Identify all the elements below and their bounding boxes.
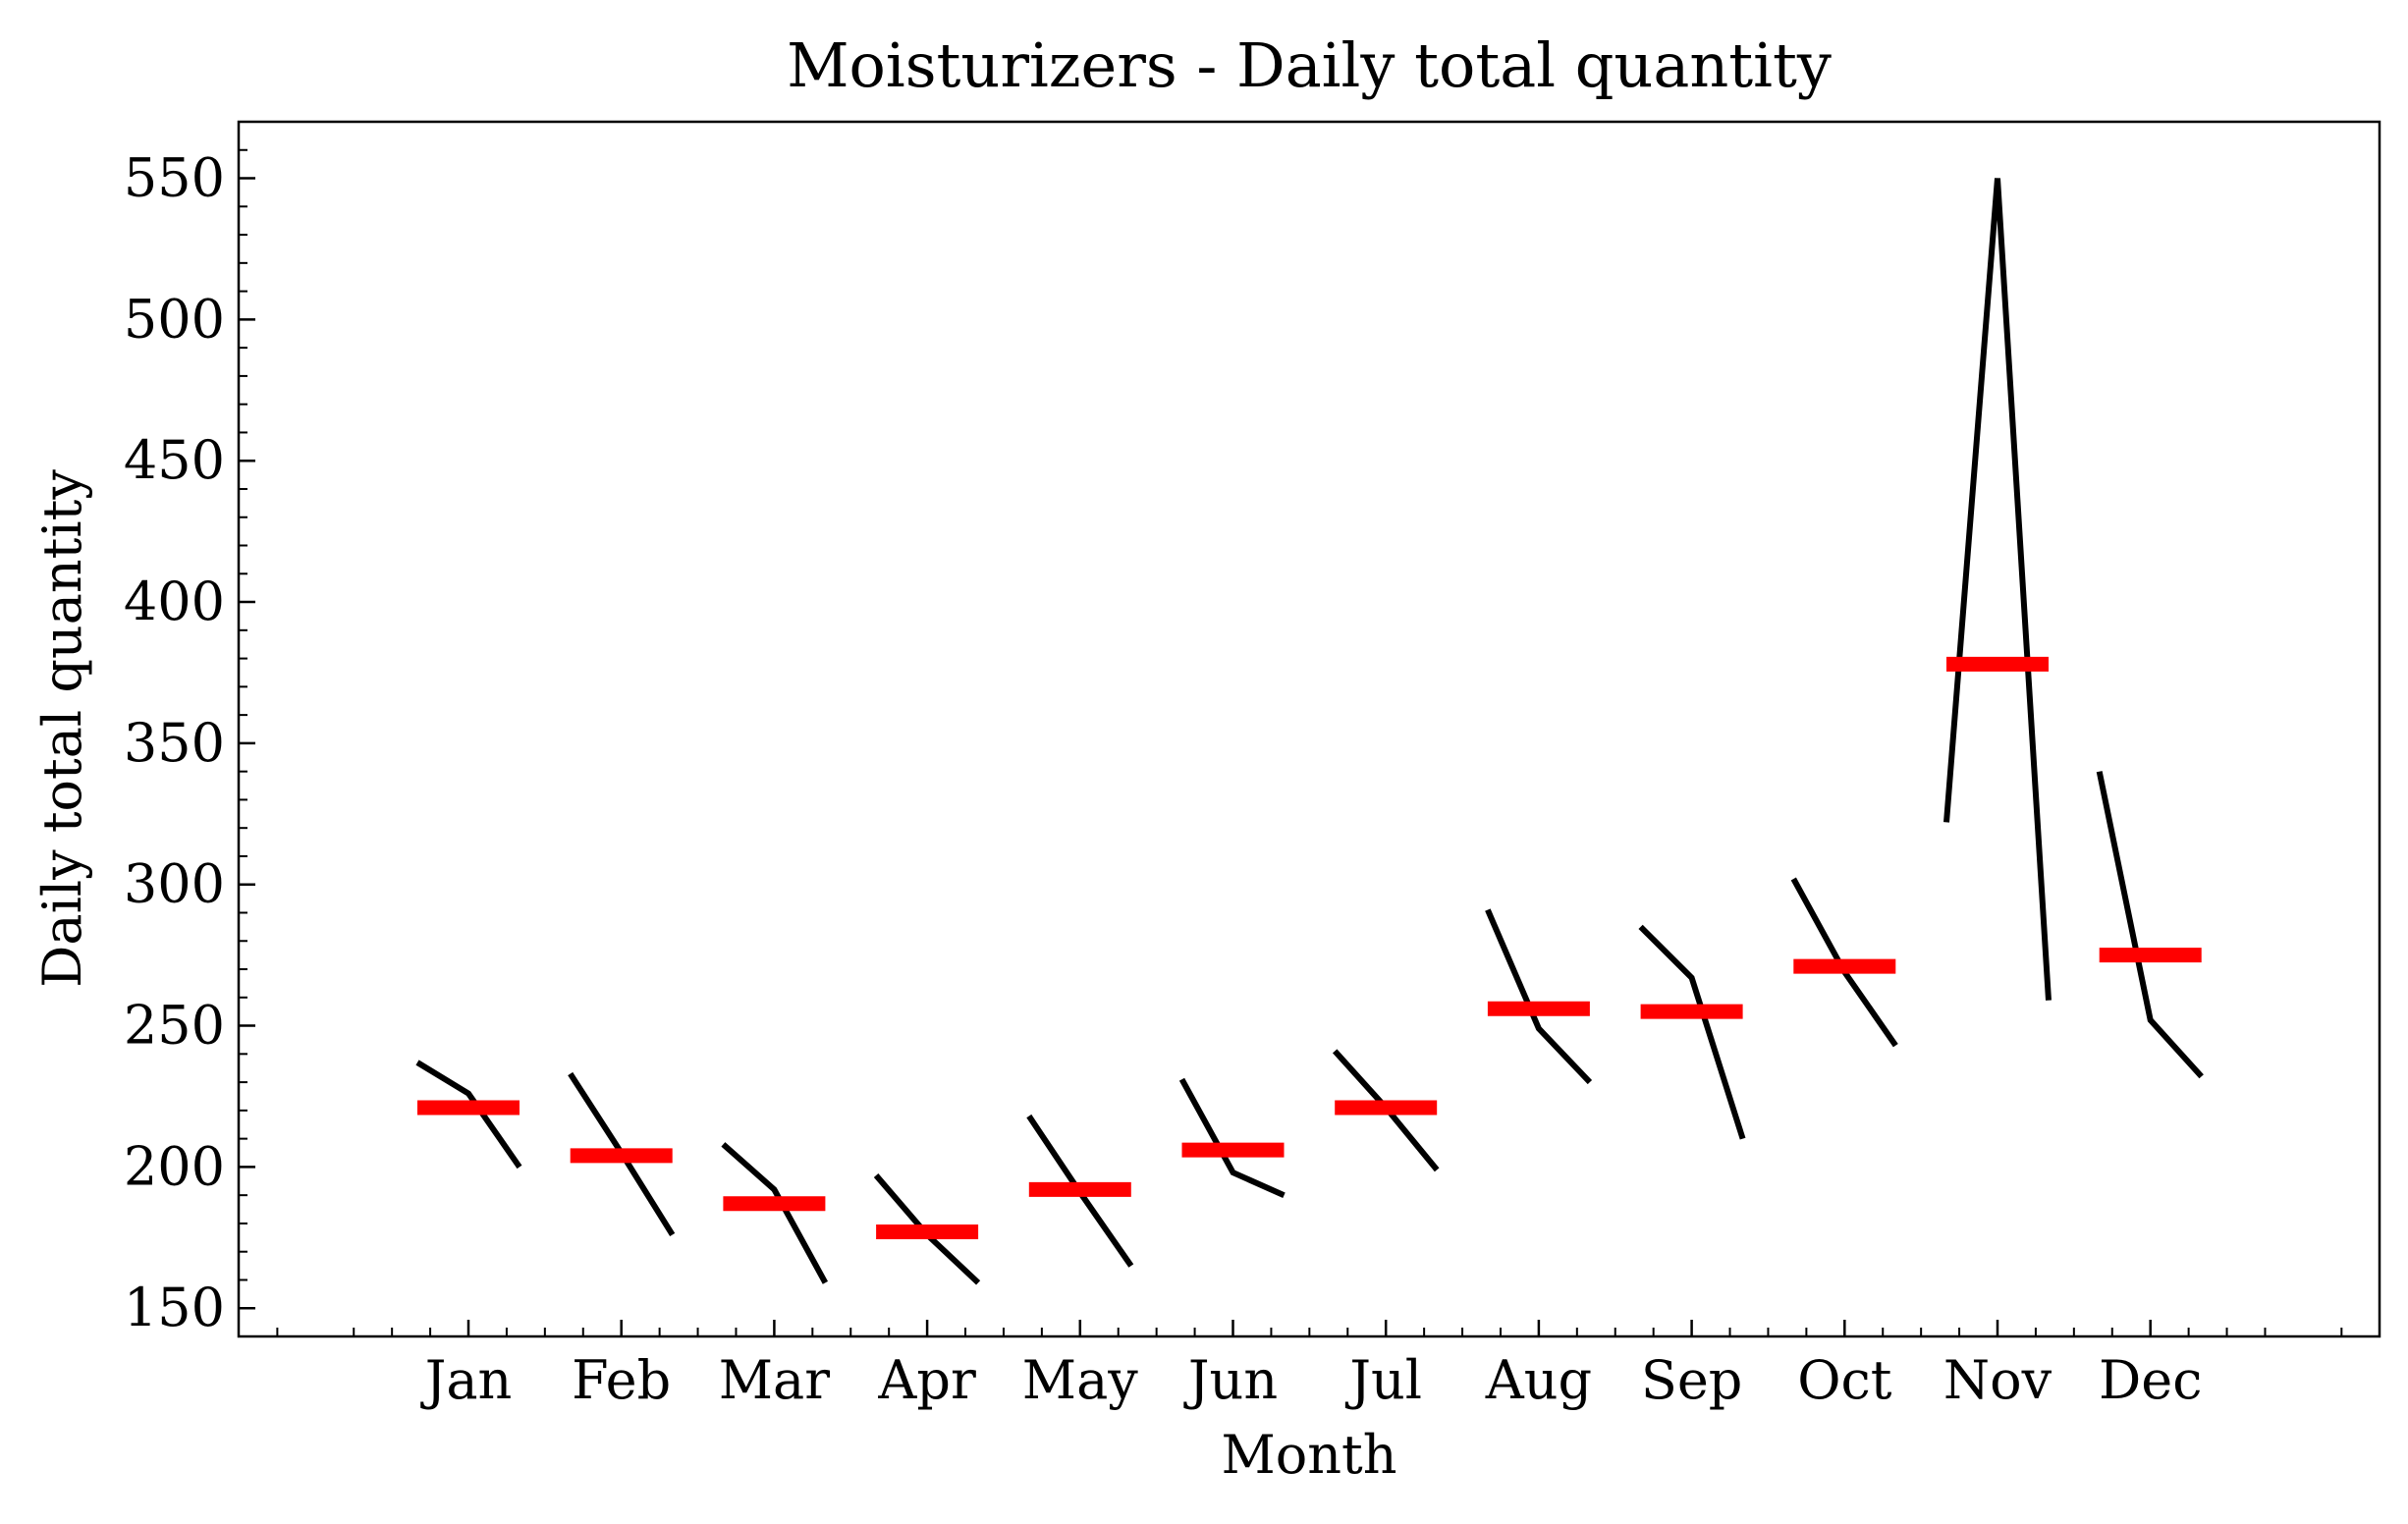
x-tick-label: Mar: [719, 1349, 830, 1411]
y-tick-label: 250: [124, 995, 225, 1057]
y-tick-label: 450: [124, 429, 225, 491]
y-tick-label: 550: [124, 147, 225, 209]
x-tick-label: Jan: [420, 1349, 513, 1411]
mean-layer: [417, 656, 2202, 1240]
month-line-mar: [721, 1142, 829, 1284]
month-line-sep: [1638, 924, 1746, 1140]
x-tick-label: Oct: [1797, 1349, 1892, 1411]
month-line-aug: [1485, 908, 1593, 1085]
month-line-nov: [1943, 178, 2052, 1001]
x-tick-label: Jun: [1183, 1349, 1278, 1411]
y-tick-label: 300: [124, 853, 225, 915]
y-tick-label: 500: [124, 288, 225, 350]
ticks-layer: 150 200 250 300 350 400 450 500 550 Jan Feb Mar Apr M…: [124, 121, 2343, 1411]
x-tick-label: Apr: [877, 1349, 976, 1411]
x-tick-label: Jul: [1344, 1349, 1422, 1411]
y-tick-label: 150: [124, 1277, 225, 1338]
month-line-dec: [2096, 771, 2204, 1079]
chart-title: Moisturizers - Daily total quantity: [787, 29, 1832, 101]
plot-frame: [237, 120, 2381, 1338]
x-tick-label: May: [1022, 1349, 1138, 1411]
series-layer: [415, 178, 2204, 1285]
y-tick-label: 350: [124, 712, 225, 774]
y-axis-label: Daily total quantity: [31, 469, 93, 988]
month-line-jan: [415, 1060, 522, 1170]
y-tick-label: 200: [124, 1135, 225, 1197]
x-tick-label: Feb: [572, 1349, 671, 1411]
x-tick-label: Sep: [1641, 1349, 1743, 1411]
y-tick-label: 400: [124, 571, 225, 632]
month-line-jun: [1178, 1077, 1286, 1198]
x-tick-label: Nov: [1943, 1349, 2052, 1411]
x-axis-label: Month: [1221, 1424, 1396, 1486]
x-tick-label: Aug: [1485, 1349, 1592, 1411]
x-tick-label: Dec: [2099, 1349, 2203, 1411]
